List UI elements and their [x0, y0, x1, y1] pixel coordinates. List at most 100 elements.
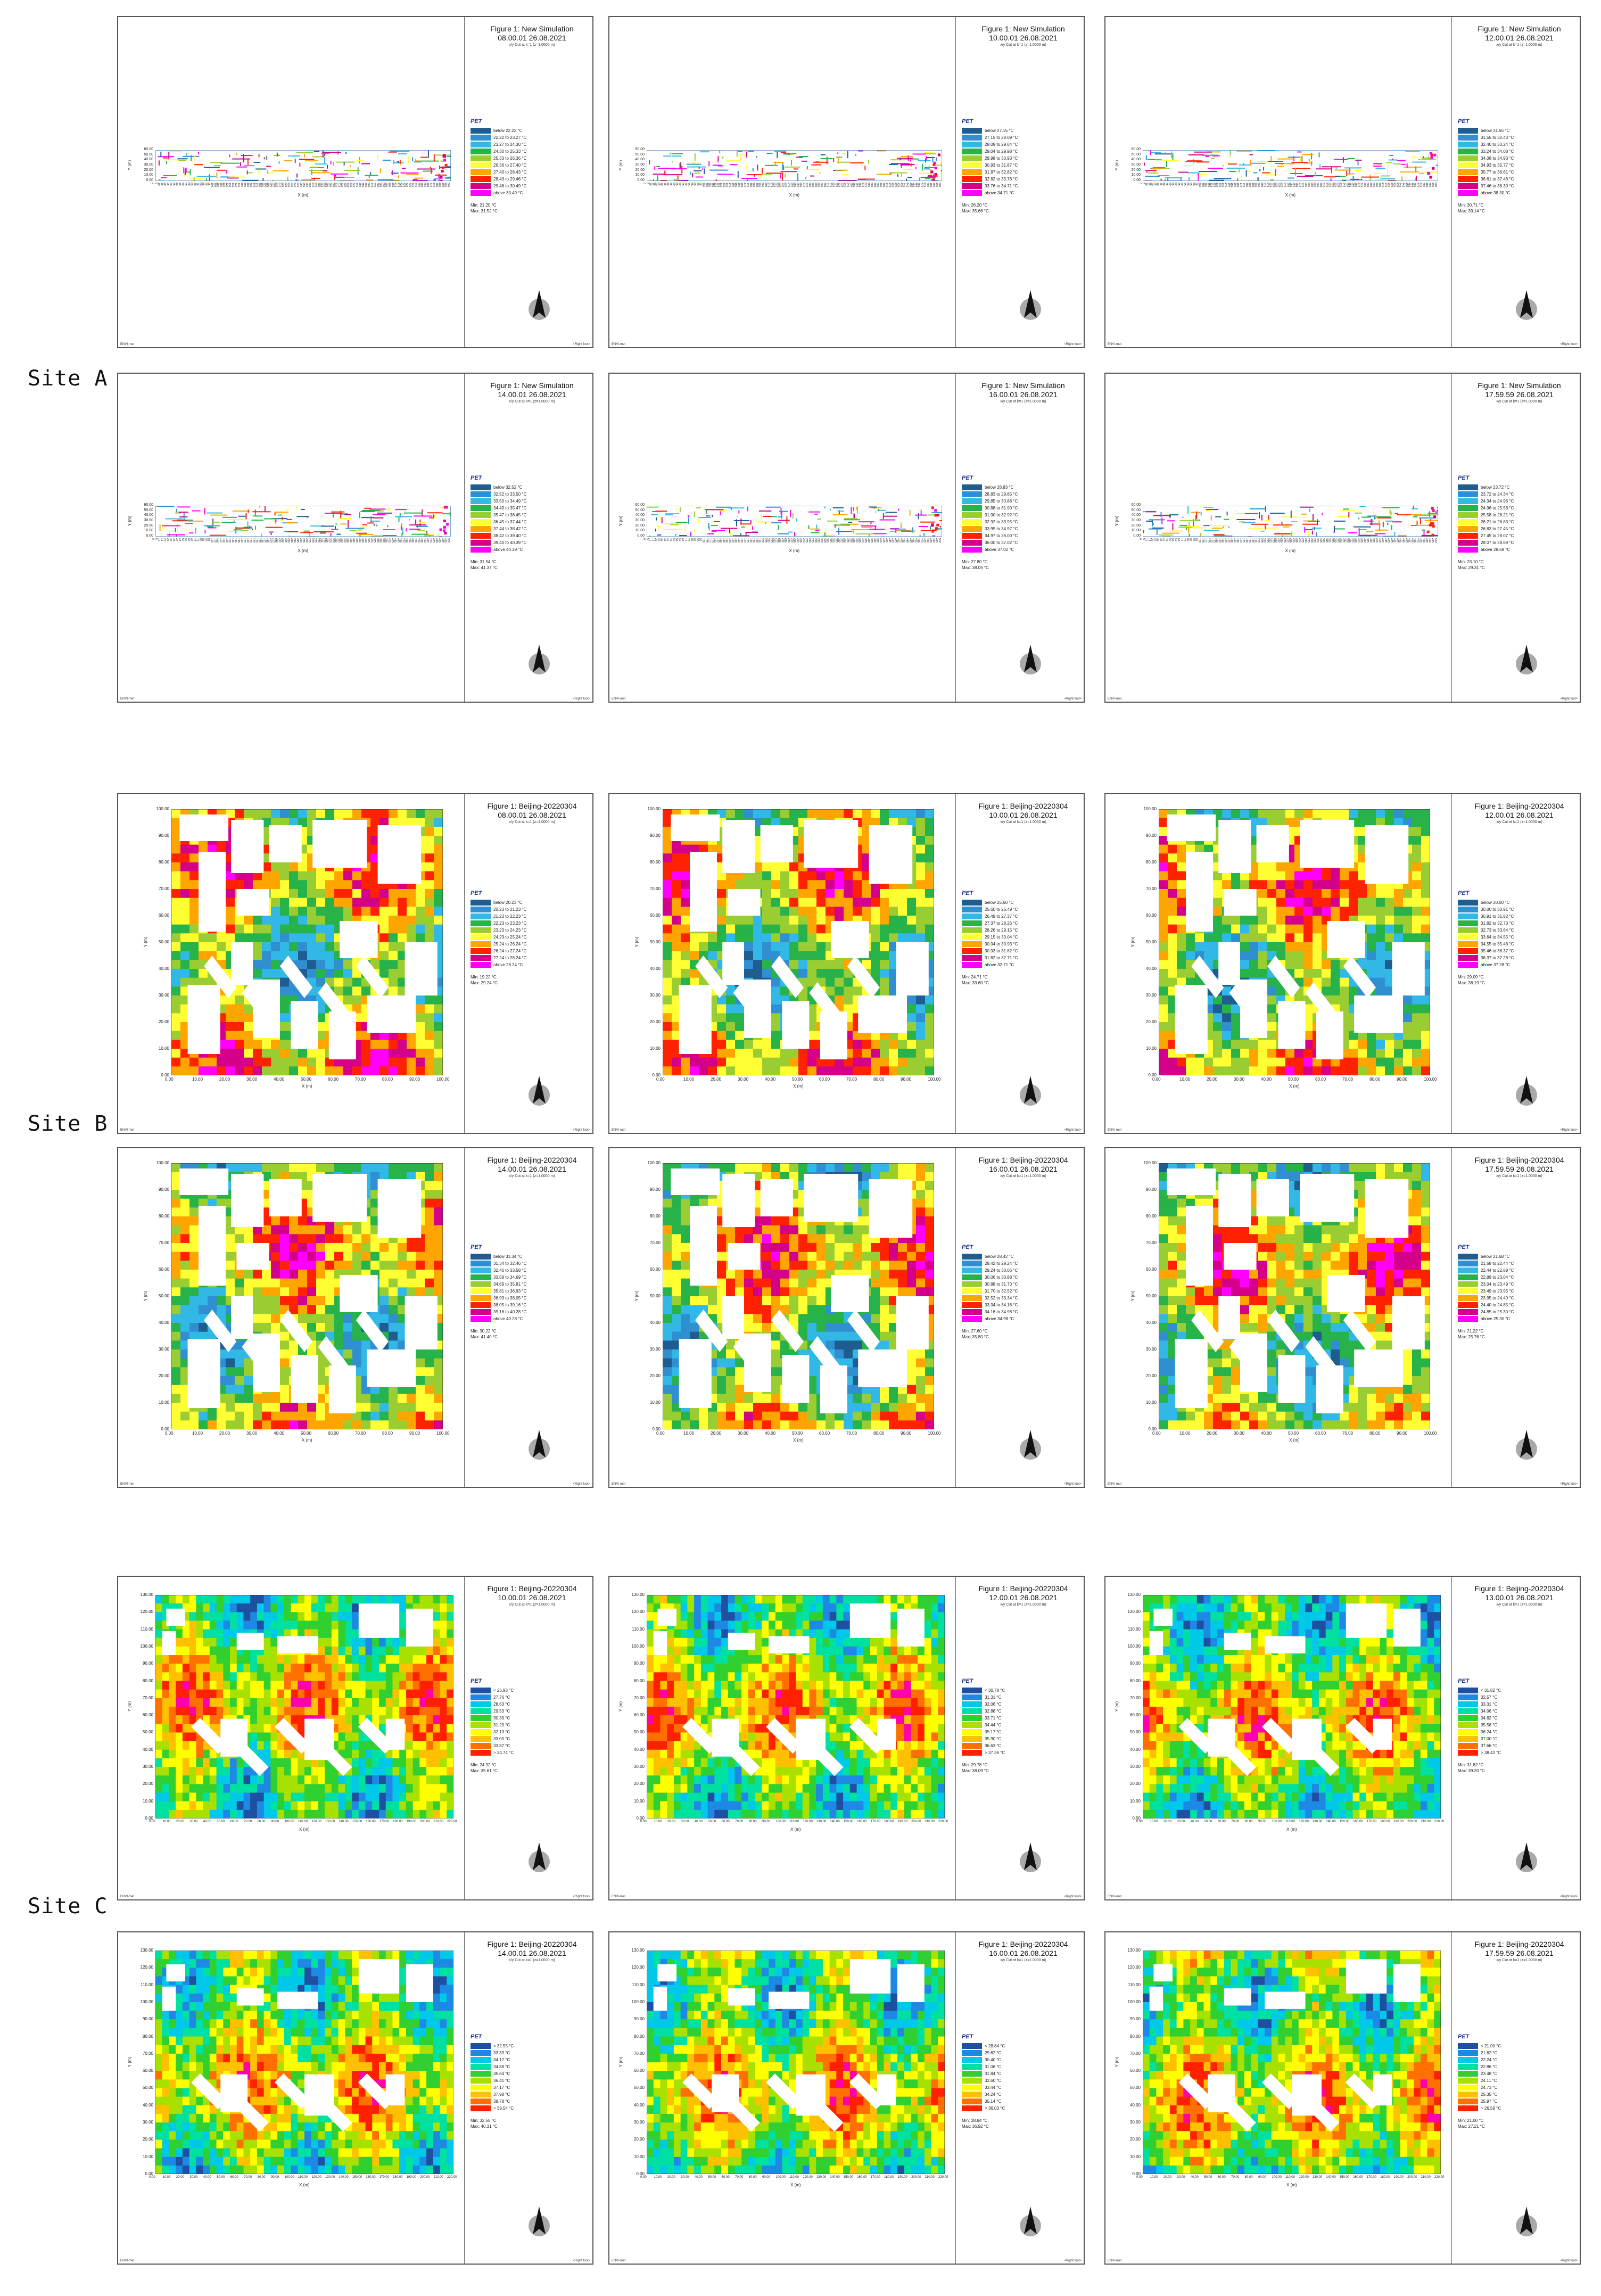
field-cell	[838, 510, 840, 514]
field-cell	[680, 162, 682, 169]
field-cell	[717, 889, 727, 899]
field-cell	[1358, 960, 1367, 969]
field-cell	[807, 880, 817, 890]
field-cell	[1358, 1049, 1367, 1058]
field-cell	[1331, 809, 1340, 819]
field-cell	[414, 515, 433, 517]
field-cell	[880, 986, 889, 996]
field-cell	[370, 862, 380, 872]
field-cell	[835, 960, 844, 969]
field-cell	[1403, 809, 1413, 819]
field-cell	[232, 158, 250, 160]
field-cell	[1392, 158, 1393, 160]
field-cell	[798, 1057, 808, 1067]
field-cell	[1276, 818, 1286, 827]
field-cell	[844, 986, 853, 996]
field-cell	[1331, 969, 1340, 978]
field-cell	[698, 518, 699, 523]
field-cell	[1198, 172, 1200, 175]
field-cell	[1240, 924, 1250, 934]
field-cell	[690, 844, 699, 854]
legend-entry-label: 30.93 to 31.87 °C	[985, 163, 1018, 168]
field-cell	[891, 163, 910, 164]
field-cell	[271, 1049, 280, 1058]
field-cell	[853, 1066, 862, 1075]
field-cell	[361, 1049, 371, 1058]
field-cell	[309, 167, 324, 168]
field-cell	[1249, 1057, 1259, 1067]
field-cell	[811, 164, 822, 166]
field-cell	[820, 158, 833, 159]
field-cell	[1426, 530, 1430, 533]
field-cell	[655, 528, 656, 532]
field-cell	[807, 1040, 817, 1049]
field-cell	[1358, 898, 1367, 907]
legend-swatch	[471, 162, 491, 168]
field-cell	[161, 177, 167, 178]
field-cell	[1358, 907, 1367, 916]
field-cell	[1187, 172, 1200, 174]
field-cell	[180, 1013, 190, 1023]
field-cell	[672, 942, 681, 952]
field-cell	[916, 907, 926, 916]
field-cell	[352, 880, 362, 890]
legend-entry: 28.26 to 29.15 °C	[962, 927, 1018, 934]
field-cell	[711, 531, 717, 532]
field-cell	[658, 525, 659, 530]
y-tick-label: 20.00	[1131, 168, 1141, 172]
field-cell	[853, 513, 854, 520]
field-cell	[862, 809, 871, 819]
field-cell	[180, 1066, 190, 1075]
field-cell	[889, 898, 898, 907]
field-cell	[262, 969, 271, 978]
field-cell	[440, 176, 443, 179]
building-footprint	[858, 995, 907, 1033]
field-cell	[379, 933, 389, 943]
field-cell	[744, 880, 754, 890]
field-cell	[1213, 889, 1223, 899]
field-cell	[253, 1040, 262, 1049]
field-cell	[262, 178, 264, 181]
field-cell	[871, 1049, 880, 1058]
field-cell	[1278, 163, 1295, 164]
field-cell	[1338, 515, 1350, 517]
field-cell	[1376, 818, 1385, 827]
field-cell	[1412, 1040, 1422, 1049]
field-cell	[274, 512, 288, 513]
field-cell	[1433, 153, 1437, 157]
field-cell	[1180, 178, 1182, 181]
field-cell	[1222, 1066, 1232, 1075]
y-tick-label: 0.00	[1133, 178, 1141, 182]
field-cell	[798, 933, 808, 943]
field-cell	[377, 512, 392, 514]
field-cell	[771, 986, 781, 996]
field-cell	[325, 969, 335, 978]
field-cell	[263, 518, 278, 520]
legend-swatch	[471, 547, 491, 553]
field-cell	[807, 1022, 817, 1032]
field-cell	[311, 172, 331, 174]
field-cell	[1257, 178, 1259, 180]
figure-panel: Figure 1: Beijing-20220304 10.00.01 26.08…	[608, 793, 1085, 1134]
field-cell	[276, 152, 278, 157]
field-cell	[1205, 155, 1209, 157]
field-cell	[844, 898, 853, 907]
field-cell	[337, 517, 352, 519]
field-cell	[1168, 880, 1177, 890]
field-cell	[1385, 977, 1394, 987]
field-cell	[343, 995, 353, 1005]
field-cell	[1385, 898, 1394, 907]
field-cell	[1177, 907, 1186, 916]
field-cell	[368, 175, 370, 178]
field-cell	[400, 172, 419, 174]
building-footprint	[722, 942, 744, 985]
temperature-field	[155, 150, 451, 181]
legend-entry-label: above 28.69 °C	[1481, 547, 1511, 552]
field-cell	[1145, 155, 1147, 160]
y-tick-label: 60.00	[635, 147, 645, 151]
field-cell	[916, 1066, 926, 1075]
field-cell	[735, 1066, 745, 1075]
field-cell	[1167, 177, 1169, 181]
legend-entry-label: 31.82 to 32.71 °C	[985, 956, 1018, 960]
north-arrow-icon	[525, 1074, 553, 1110]
